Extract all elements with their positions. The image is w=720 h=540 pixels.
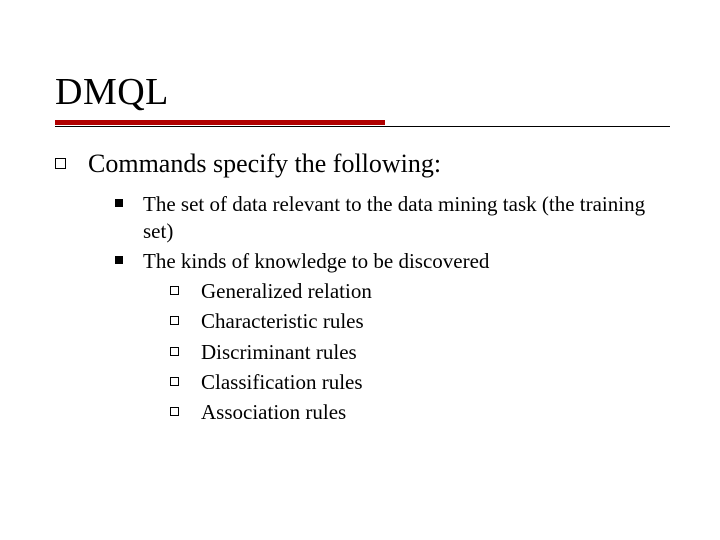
accent-rule [55, 120, 385, 125]
slide-title: DMQL [55, 70, 670, 114]
list-item-lvl3: Association rules [170, 398, 670, 426]
lvl3-text: Generalized relation [201, 277, 372, 305]
hollow-square-icon [170, 286, 179, 295]
list-item-lvl2: The set of data relevant to the data min… [115, 191, 670, 246]
hollow-square-icon [55, 158, 66, 169]
hollow-square-icon [170, 316, 179, 325]
filled-square-icon [115, 256, 123, 264]
list-item-lvl3: Generalized relation [170, 277, 670, 305]
list-item-lvl1: Commands specify the following: [55, 149, 670, 179]
list-item-lvl2: The kinds of knowledge to be discovered [115, 248, 670, 275]
lvl3-text: Association rules [201, 398, 346, 426]
lvl2-list: The set of data relevant to the data min… [115, 191, 670, 427]
list-item-lvl3: Discriminant rules [170, 338, 670, 366]
lvl1-text: Commands specify the following: [88, 149, 441, 179]
filled-square-icon [115, 199, 123, 207]
hollow-square-icon [170, 347, 179, 356]
lvl2-text: The set of data relevant to the data min… [143, 191, 670, 246]
lvl3-text: Classification rules [201, 368, 363, 396]
title-underline [55, 120, 670, 127]
lvl3-text: Discriminant rules [201, 338, 357, 366]
slide: DMQL Commands specify the following: The… [0, 0, 720, 540]
list-item-lvl3: Classification rules [170, 368, 670, 396]
lvl2-text: The kinds of knowledge to be discovered [143, 248, 489, 275]
lvl3-list: Generalized relation Characteristic rule… [170, 277, 670, 427]
hollow-square-icon [170, 407, 179, 416]
list-item-lvl3: Characteristic rules [170, 307, 670, 335]
hollow-square-icon [170, 377, 179, 386]
lvl3-text: Characteristic rules [201, 307, 364, 335]
thin-rule [55, 126, 670, 127]
